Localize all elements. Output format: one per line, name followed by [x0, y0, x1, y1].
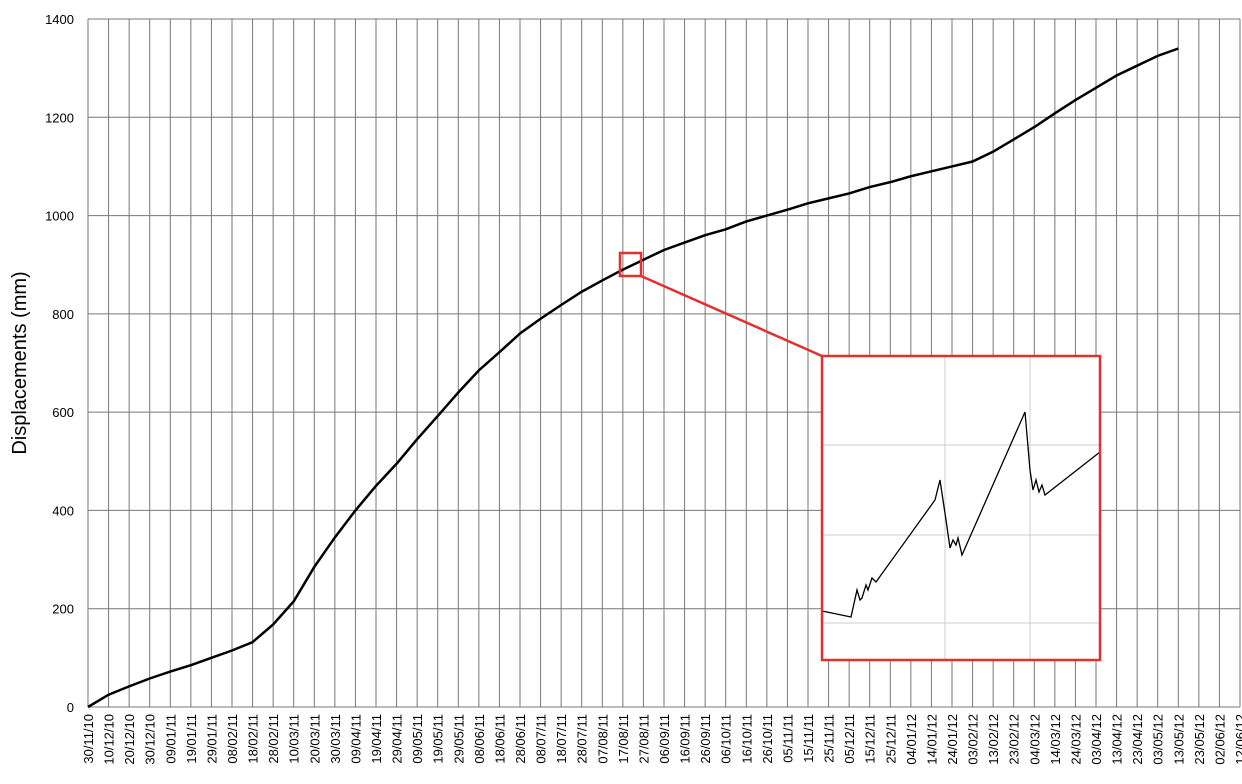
y-tick-label: 600 [52, 405, 74, 420]
y-tick-label: 800 [52, 307, 74, 322]
x-tick-label: 27/08/11 [636, 714, 651, 764]
inset-line [821, 411, 1101, 618]
inset-grid [822, 356, 1100, 660]
y-tick-label: 1200 [45, 110, 74, 125]
x-tick-label: 24/03/12 [1068, 714, 1083, 765]
x-tick-label: 16/09/11 [678, 714, 693, 764]
x-tick-label: 05/11/11 [780, 714, 795, 763]
zoom-connector [640, 274, 823, 358]
x-tick-label: 04/01/12 [904, 714, 919, 765]
x-tick-label: 06/09/11 [657, 714, 672, 764]
x-tick-label: 30/12/10 [143, 714, 158, 765]
y-tick-label: 1000 [45, 209, 74, 224]
x-tick-label: 15/11/11 [801, 714, 816, 763]
x-tick-label: 09/04/11 [348, 714, 363, 764]
x-tick-label: 13/02/12 [986, 714, 1001, 765]
x-tick-label: 19/04/11 [369, 714, 384, 764]
inset-frame [820, 354, 1102, 662]
x-tick-label: 13/05/12 [1171, 714, 1186, 765]
x-tick-label: 20/03/11 [307, 714, 322, 764]
x-tick-label: 28/07/11 [575, 714, 590, 764]
zoom-inset [618, 251, 1102, 662]
x-tick-label: 10/03/11 [287, 714, 302, 764]
x-tick-label: 05/12/11 [842, 714, 857, 764]
x-tick-label: 28/02/11 [266, 714, 281, 764]
y-tick-label: 400 [52, 503, 74, 518]
x-tick-label: 17/08/11 [616, 714, 631, 764]
x-tick-label: 02/06/12 [1212, 714, 1227, 765]
x-tick-label: 23/04/12 [1130, 714, 1145, 765]
x-tick-label: 08/07/11 [534, 714, 549, 764]
x-tick-label: 08/06/11 [472, 714, 487, 764]
x-tick-label: 12/06/12 [1233, 714, 1242, 765]
x-tick-label: 14/01/12 [924, 714, 939, 765]
x-tick-label: 07/08/11 [595, 714, 610, 764]
x-tick-label: 30/03/11 [328, 714, 343, 764]
x-tick-label: 04/03/12 [1027, 714, 1042, 765]
x-tick-label: 06/10/11 [719, 714, 734, 764]
x-tick-label: 13/04/12 [1110, 714, 1125, 765]
x-tick-label: 16/10/11 [739, 714, 754, 764]
x-tick-label: 19/01/11 [184, 714, 199, 764]
x-tick-label: 28/06/11 [513, 714, 528, 764]
x-tick-label: 18/02/11 [246, 714, 261, 764]
x-tick-label: 23/05/12 [1192, 714, 1207, 765]
x-tick-label: 03/05/12 [1151, 714, 1166, 765]
x-tick-label: 19/05/11 [431, 714, 446, 764]
x-tick-label: 29/05/11 [451, 714, 466, 764]
x-tick-label: 23/02/12 [1007, 714, 1022, 765]
x-tick-label: 20/12/10 [122, 714, 137, 765]
x-tick-label: 14/03/12 [1048, 714, 1063, 765]
x-tick-label: 30/11/10 [81, 714, 96, 764]
y-tick-label: 200 [52, 602, 74, 617]
x-tick-label: 29/01/11 [204, 714, 219, 764]
x-tick-label: 29/04/11 [390, 714, 405, 764]
x-tick-label: 15/12/11 [863, 714, 878, 764]
x-tick-label: 25/12/11 [883, 714, 898, 764]
x-tick-label: 18/06/11 [492, 714, 507, 764]
x-tick-label: 26/09/11 [698, 714, 713, 764]
x-tick-label: 08/02/11 [225, 714, 240, 764]
y-tick-label: 0 [67, 700, 74, 715]
y-tick-label: 1400 [45, 12, 74, 27]
x-tick-label: 24/01/12 [945, 714, 960, 765]
data-line [87, 47, 1179, 709]
x-tick-label: 03/04/12 [1089, 714, 1104, 765]
inset-background [822, 356, 1100, 660]
x-tick-label: 25/11/11 [822, 714, 837, 763]
x-tick-label: 03/02/12 [966, 714, 981, 765]
x-tick-label: 09/01/11 [163, 714, 178, 764]
y-axis-label: Displacements (mm) [9, 271, 31, 454]
x-tick-label: 18/07/11 [554, 714, 569, 764]
x-tick-label: 10/12/10 [102, 714, 117, 765]
x-tick-label: 26/10/11 [760, 714, 775, 764]
zoom-marker [618, 251, 643, 278]
x-tick-label: 09/05/11 [410, 714, 425, 764]
